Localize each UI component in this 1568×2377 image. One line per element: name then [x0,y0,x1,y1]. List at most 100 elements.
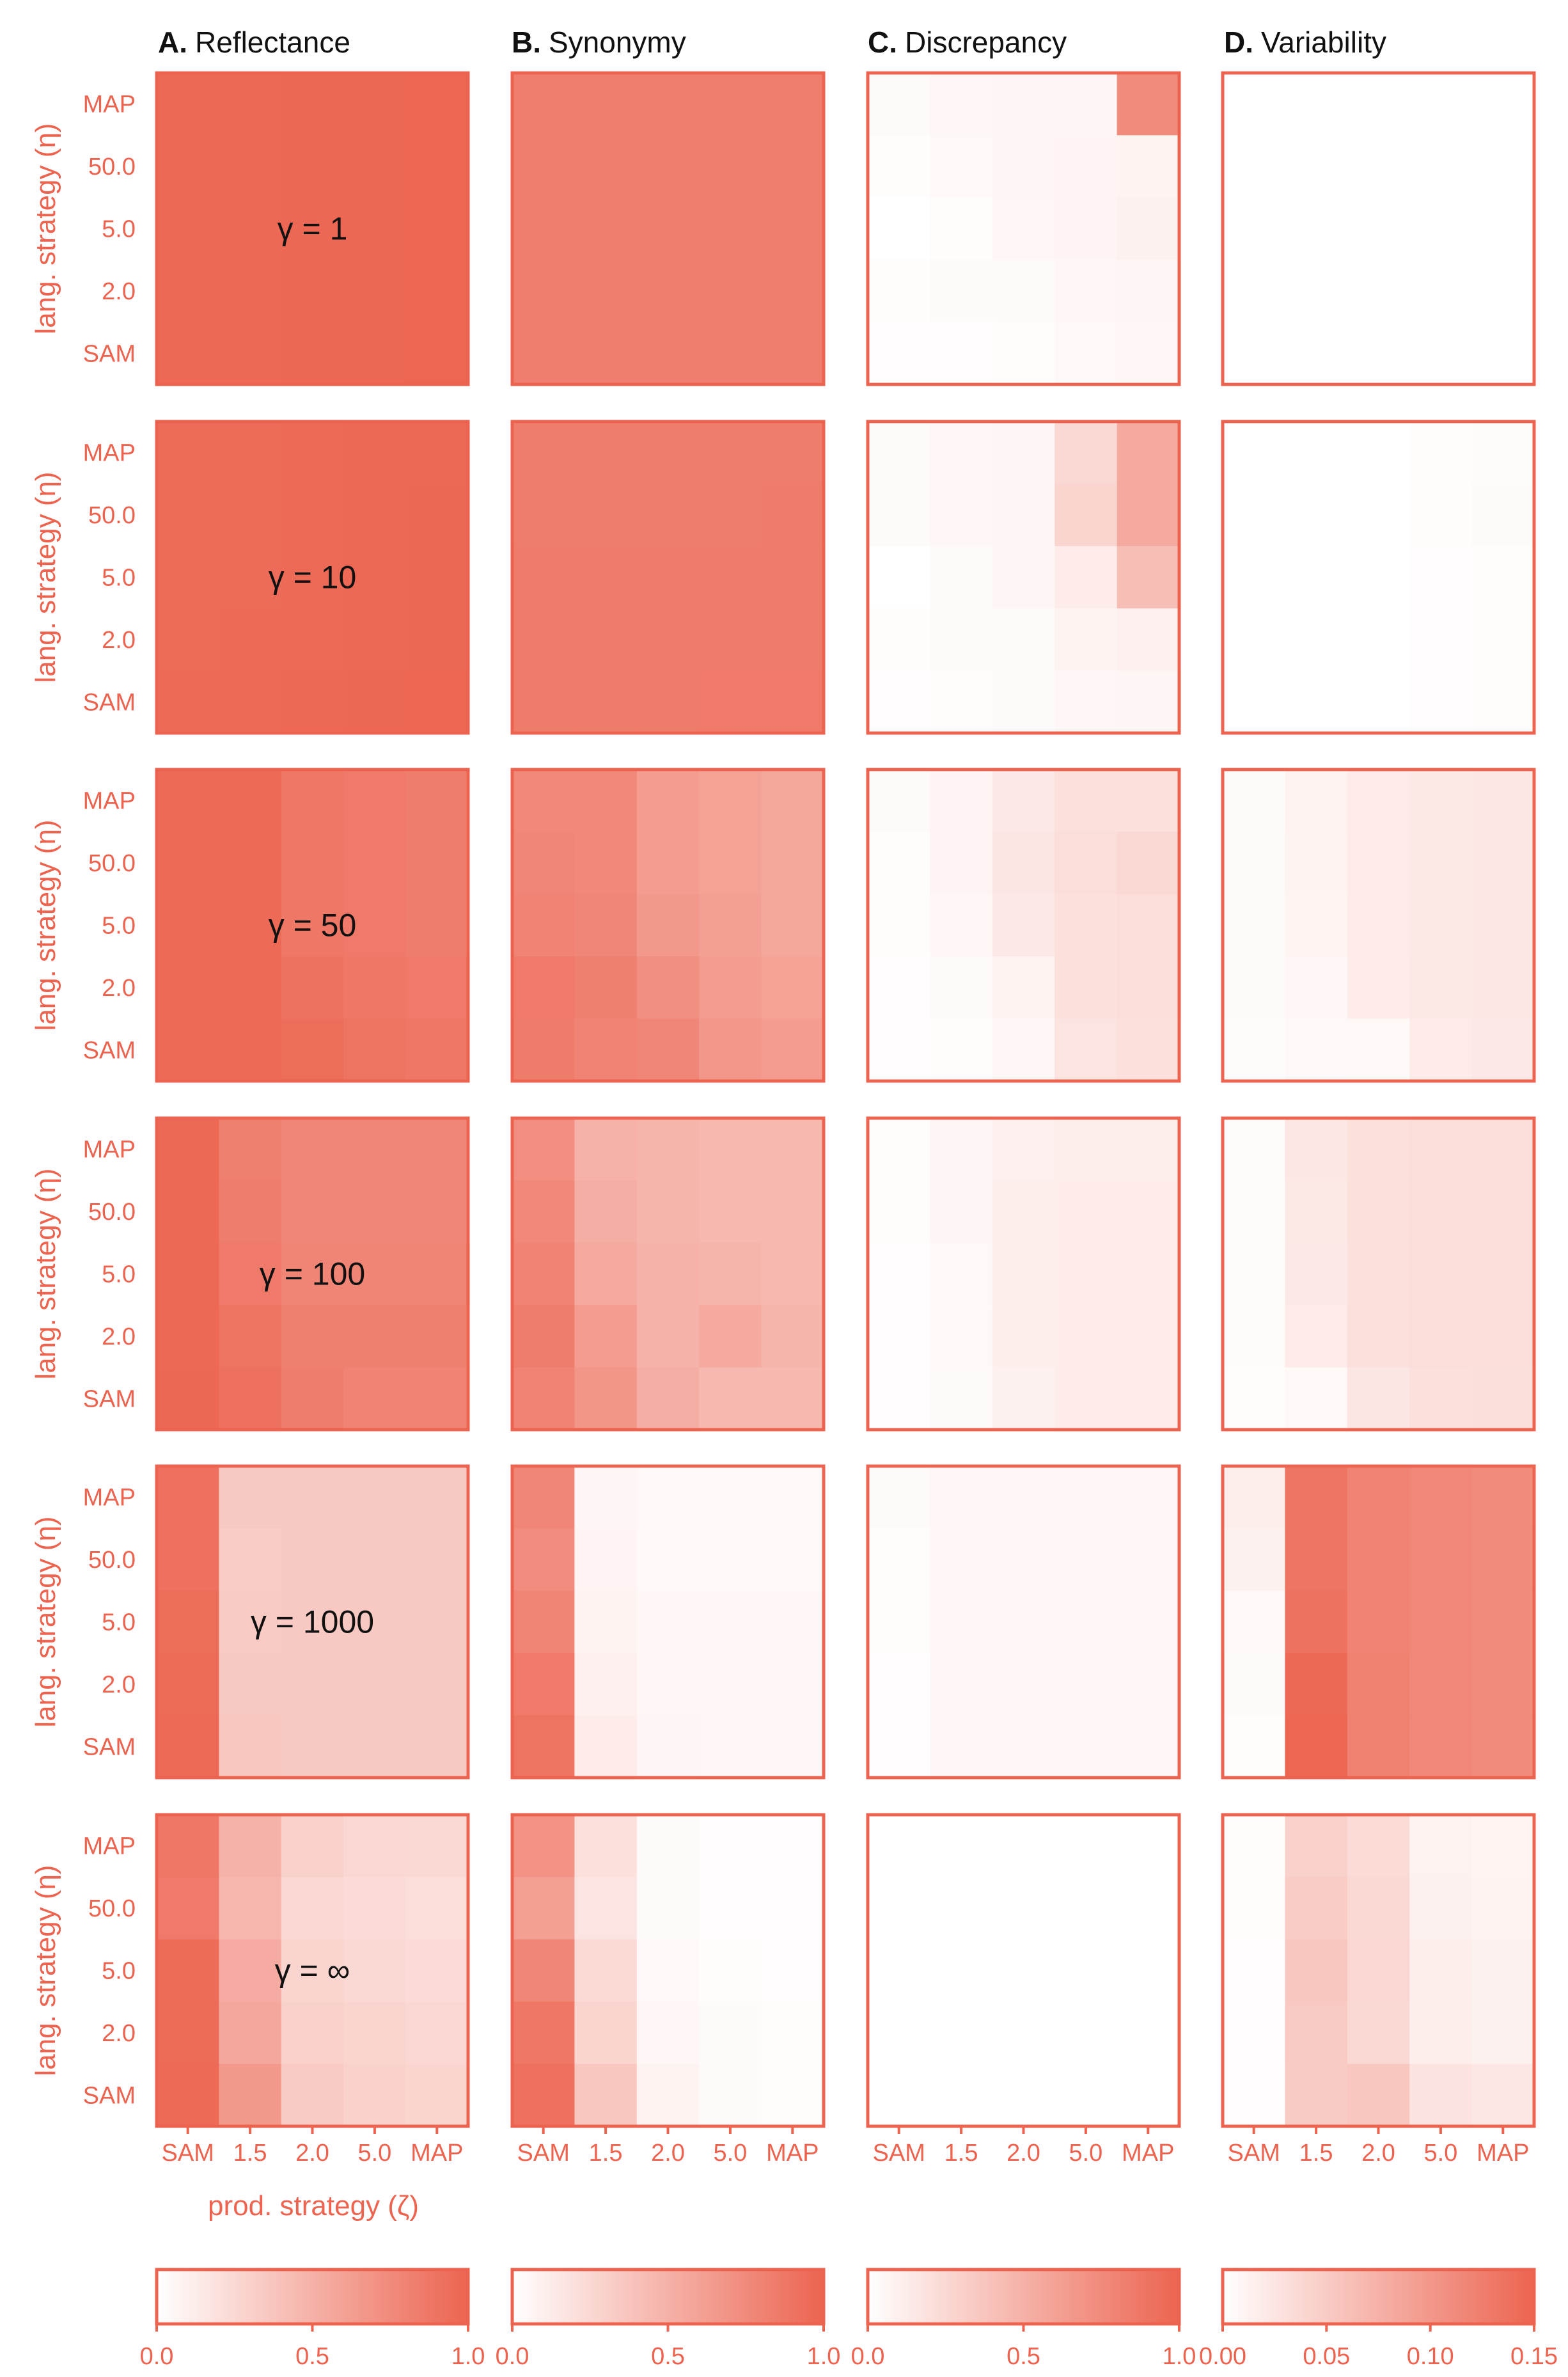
y-tick-label: 2.0 [102,975,136,1002]
heatmap-cell [1117,260,1180,323]
heatmap-cell [1285,546,1348,609]
heatmap-cell [868,956,930,1020]
heatmap-cell [512,1118,575,1181]
y-axis-labels: MAP 50.0 5.0 2.0 SAM lang. strategy (η) MAP 50.… [30,91,136,2110]
heatmap-cell [1054,1939,1118,2002]
heatmap-cell [992,1242,1055,1306]
heatmap-cell [405,2064,469,2127]
heatmap-cell [636,422,700,484]
heatmap-frame [866,768,1181,1083]
heatmap-cell [157,1466,219,1529]
heatmap-cell [219,1367,282,1430]
y-tick-label: MAP [83,440,136,467]
heatmap-cell [636,1180,700,1244]
x-tick-label: SAM [1228,2140,1280,2167]
heatmap-cell [157,956,219,1020]
heatmap-cell [1223,1305,1285,1368]
heatmap-cell [1117,135,1180,198]
heatmap-cell [636,670,700,734]
x-tick-label: SAM [162,2140,214,2167]
heatmap-cell [868,1939,930,2002]
heatmap-cell [281,484,344,547]
heatmap-frame [155,420,470,735]
colorbar-tick-label: 0.5 [295,2343,329,2370]
heatmap-cell [1347,1242,1410,1306]
heatmap-cell [1054,1305,1118,1368]
heatmap-cell [219,260,282,323]
heatmap-cell [281,1367,344,1430]
heatmap-cell [219,1653,282,1716]
heatmap-cell [1347,1715,1410,1778]
heatmap-cell [1223,1466,1285,1529]
heatmap-cell [1285,1466,1348,1529]
y-tick-label: 2.0 [102,1671,136,1698]
heatmap-cell [930,1466,993,1529]
heatmap-cell [281,546,344,609]
y-tick-label: 5.0 [102,216,136,243]
heatmap-cell [699,1815,762,1877]
heatmap-cell [512,1653,575,1716]
heatmap-cell [405,1180,469,1244]
heatmap-cell [992,2064,1055,2127]
heatmap-cell [930,1305,993,1368]
y-tick-label: 5.0 [102,1958,136,1985]
y-axis-label: lang. strategy (η) [30,819,61,1031]
heatmap-cell [343,135,407,198]
heatmap-cell [868,1528,930,1591]
heatmap-cell [868,1815,930,1877]
heatmap-cell [219,670,282,734]
heatmap-cell [930,322,993,385]
heatmap-cell [1054,1815,1118,1877]
heatmap-cell [868,894,930,957]
heatmap-cell [219,956,282,1020]
heatmap-cell [343,1590,407,1654]
heatmap-cell [574,1939,638,2002]
heatmap-cell [1285,322,1348,385]
heatmap-frame [866,1116,1181,1432]
heatmap-cell [512,2064,575,2127]
heatmap-cell [1409,73,1473,136]
heatmap-cell [868,608,930,672]
heatmap-cell [868,546,930,609]
heatmap-cell [930,770,993,832]
heatmap-cell [636,1528,700,1591]
heatmap-cell [1285,2002,1348,2065]
heatmap-cell [1409,1018,1473,1082]
heatmap-cell [1471,832,1535,895]
heatmap-cell [157,73,219,136]
heatmap-frame [155,1116,470,1432]
heatmap-cell [405,197,469,260]
heatmap-cell [992,422,1055,484]
heatmap-cell [1347,1877,1410,1940]
heatmap-cell [157,1815,219,1877]
heatmap-cell [636,484,700,547]
heatmap-cell [219,1877,282,1940]
heatmap-cell [512,1466,575,1529]
heatmap-cell [281,894,344,957]
heatmap-cell [699,1939,762,2002]
heatmap-cell [992,546,1055,609]
heatmap-cell [699,546,762,609]
heatmap-cell [1347,1367,1410,1430]
heatmap-cell [1347,1590,1410,1654]
heatmap-cell [1117,322,1180,385]
heatmap-cell [574,135,638,198]
heatmap-cell [1347,1653,1410,1716]
heatmap-cell [512,1815,575,1877]
heatmap-cell [1471,1018,1535,1082]
heatmap-cell [1409,1242,1473,1306]
heatmap-cell [281,73,344,136]
heatmap-cell [343,1815,407,1877]
heatmap-frame [1221,71,1536,386]
heatmap-cell [1285,1367,1348,1430]
heatmap-cell [512,1305,575,1368]
heatmap-cell [699,2002,762,2065]
heatmap-cell [157,1018,219,1082]
heatmap-cell [574,1018,638,1082]
heatmap-cell [1347,1815,1410,1877]
heatmap-cell [1117,894,1180,957]
heatmap-cell [1471,1653,1535,1716]
heatmap-cell [574,832,638,895]
heatmap-cell [930,546,993,609]
heatmap-cell [343,894,407,957]
